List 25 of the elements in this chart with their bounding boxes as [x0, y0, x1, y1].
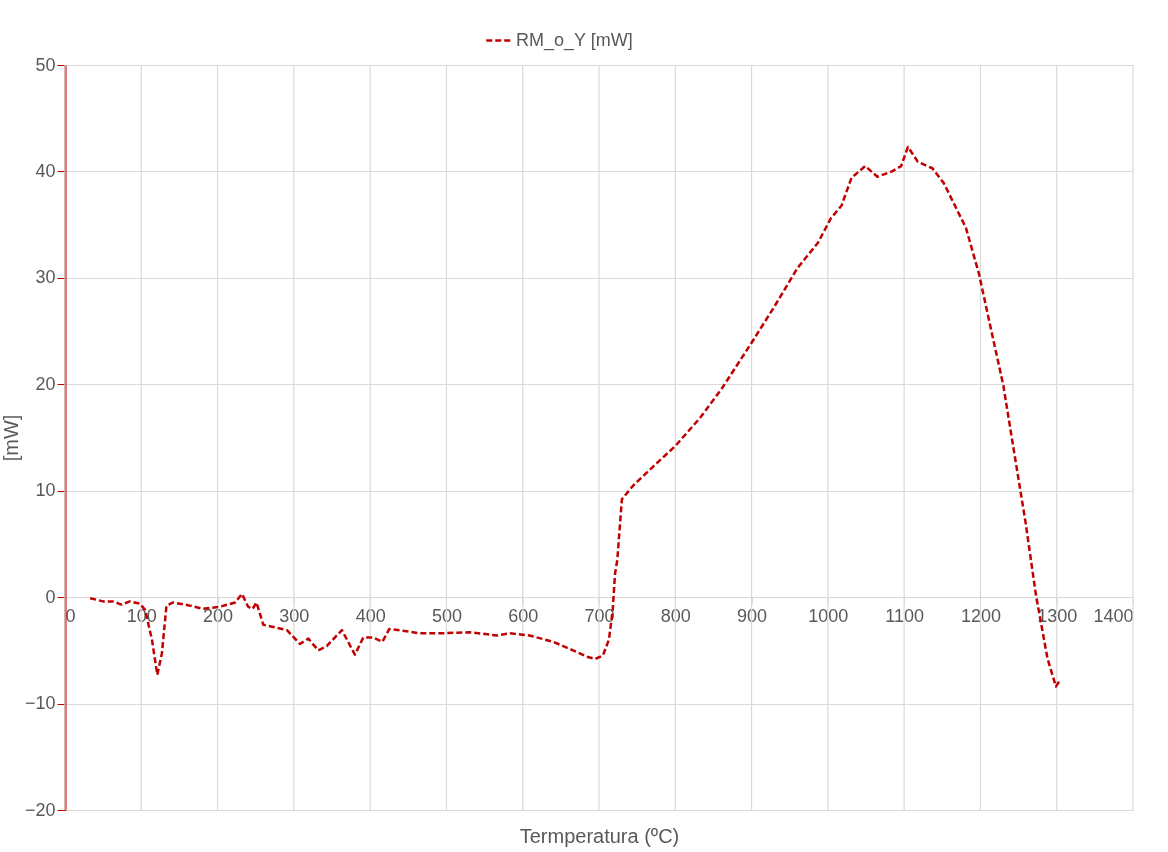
- x-tick-label: 1200: [960, 605, 1001, 626]
- x-tick-label: 1300: [1037, 605, 1078, 626]
- y-tick-label: 40: [35, 160, 56, 181]
- x-tick-label: 800: [660, 605, 691, 626]
- y-tick-label: 10: [35, 480, 56, 501]
- x-axis-title: Termperatura (ºC): [519, 824, 680, 847]
- x-tick-label: 600: [508, 605, 539, 626]
- x-tick-label: 400: [355, 605, 386, 626]
- x-tick-label: 900: [737, 605, 768, 626]
- y-tick-label: −20: [24, 799, 56, 820]
- legend-label: RM_o_Y [mW]: [516, 29, 633, 51]
- x-tick-label: 500: [431, 605, 462, 626]
- y-tick-label: 20: [35, 373, 56, 394]
- x-tick-label: 200: [203, 605, 234, 626]
- x-tick-label: 1100: [885, 605, 924, 626]
- y-tick-label: −10: [24, 693, 56, 714]
- y-axis-title: [mW]: [0, 414, 22, 462]
- x-tick-label: 100: [126, 605, 157, 626]
- x-tick-label: 300: [279, 605, 310, 626]
- y-tick-label: 0: [45, 586, 56, 607]
- x-tick-label: 1000: [808, 605, 849, 626]
- y-tick-label: 50: [35, 54, 56, 75]
- x-tick-label: 1400: [1093, 605, 1134, 626]
- x-tick-label: 700: [584, 605, 615, 626]
- y-tick-label: 30: [35, 267, 56, 288]
